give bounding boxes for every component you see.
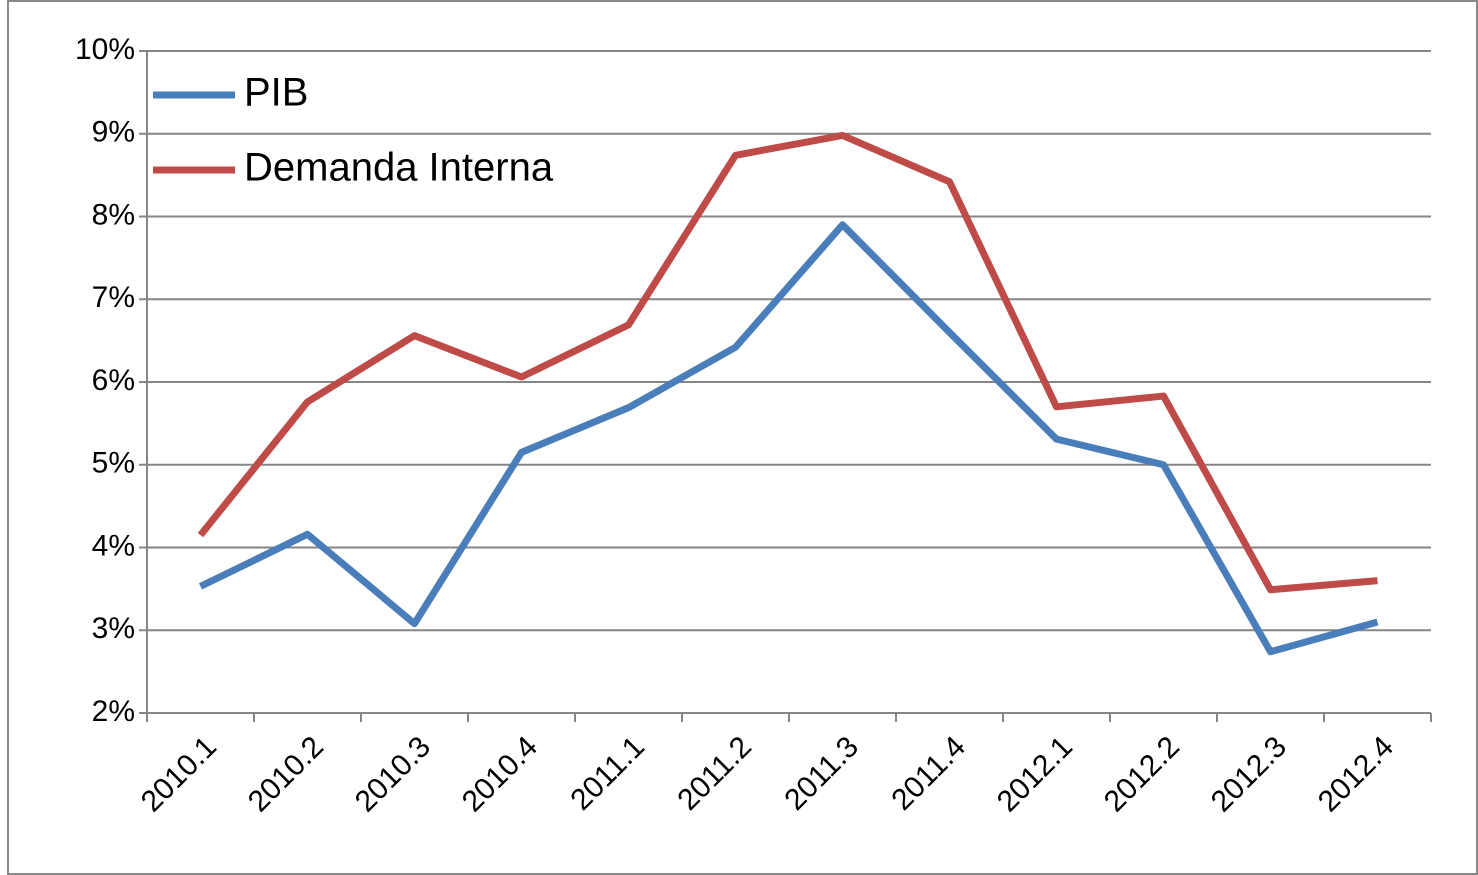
x-tick-label: 2012.4 bbox=[1312, 730, 1400, 818]
x-tick-label: 2011.1 bbox=[564, 730, 651, 817]
y-tick-label: 5% bbox=[92, 447, 135, 480]
x-tick-label: 2010.2 bbox=[242, 730, 330, 818]
x-tick-label: 2010.4 bbox=[456, 730, 544, 818]
series-line bbox=[198, 221, 1379, 656]
y-tick-label: 8% bbox=[92, 198, 135, 231]
y-tick-label: 9% bbox=[92, 116, 135, 149]
x-tick-label: 2011.2 bbox=[671, 730, 758, 817]
x-tick-label: 2010.3 bbox=[349, 730, 437, 818]
y-tick-label: 7% bbox=[92, 281, 135, 314]
x-tick-label: 2010.1 bbox=[135, 730, 223, 818]
x-tick-label: 2012.2 bbox=[1098, 730, 1186, 818]
legend-label: PIB bbox=[244, 71, 308, 115]
x-tick-label: 2012.3 bbox=[1205, 730, 1293, 818]
x-tick-label: 2011.3 bbox=[778, 730, 865, 817]
y-tick-label: 4% bbox=[92, 529, 135, 562]
series-line bbox=[197, 131, 1378, 594]
y-tick-label: 6% bbox=[92, 364, 135, 397]
x-tick-label: 2012.1 bbox=[991, 730, 1079, 818]
chart-frame bbox=[7, 0, 1478, 875]
legend-label: Demanda Interna bbox=[244, 146, 554, 190]
y-tick-label: 10% bbox=[75, 33, 135, 66]
y-tick-label: 2% bbox=[92, 695, 135, 728]
x-tick-label: 2011.4 bbox=[885, 730, 972, 817]
y-tick-label: 3% bbox=[92, 612, 135, 645]
